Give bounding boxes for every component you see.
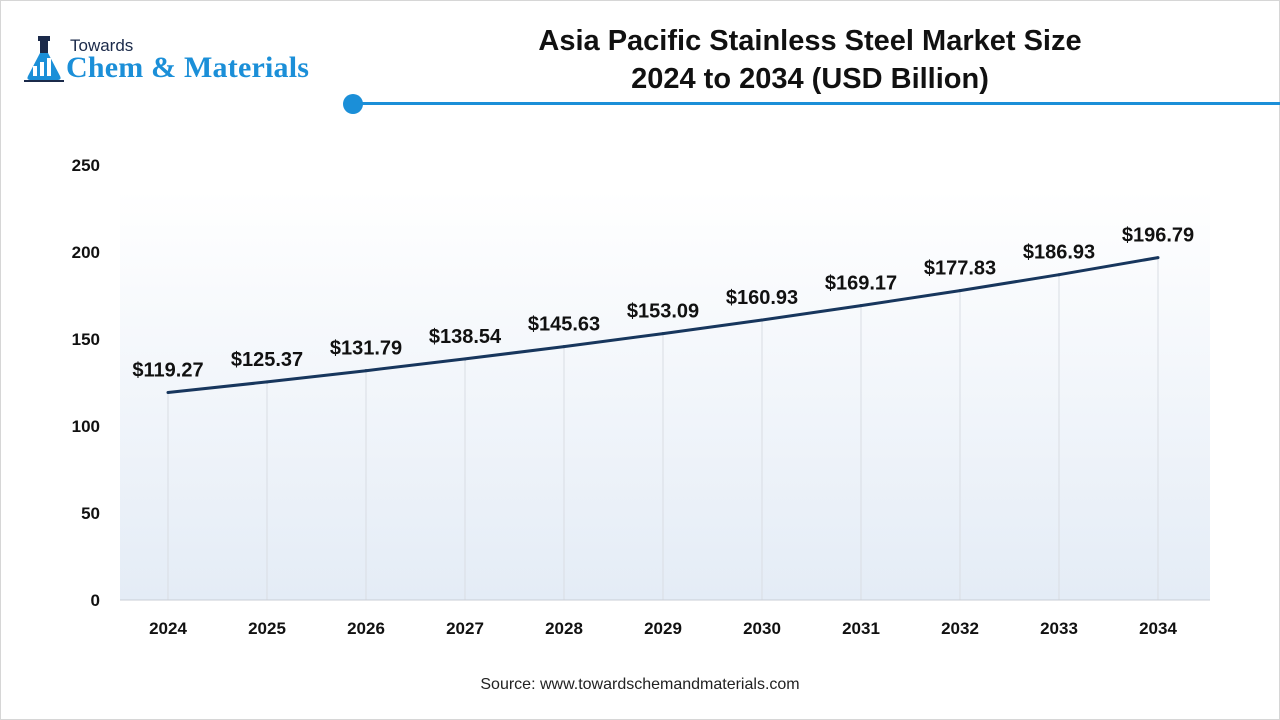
x-tick-label: 2027 xyxy=(446,619,484,638)
data-label: $186.93 xyxy=(1023,242,1095,264)
data-point xyxy=(760,318,764,322)
x-tick-label: 2034 xyxy=(1139,619,1177,638)
data-label: $160.93 xyxy=(726,287,798,309)
x-tick-label: 2024 xyxy=(149,619,187,638)
x-tick-label: 2029 xyxy=(644,619,682,638)
data-label: $169.17 xyxy=(825,273,897,295)
data-label: $196.79 xyxy=(1122,225,1194,247)
data-label: $125.37 xyxy=(231,349,303,371)
data-label: $177.83 xyxy=(924,258,996,280)
data-point xyxy=(166,390,170,394)
data-labels: $119.27 $125.37 $131.79 $138.54 $145.63 $153.… xyxy=(132,225,1194,382)
data-label: $119.27 xyxy=(132,359,203,381)
x-axis-ticks: 2024 2025 2026 2027 2028 2029 2030 2031 2032 2033… xyxy=(149,619,1177,638)
x-tick-label: 2031 xyxy=(842,619,880,638)
data-point xyxy=(265,380,269,384)
y-tick-label: 50 xyxy=(81,504,100,523)
y-axis-ticks: 0 50 100 150 200 250 xyxy=(72,156,100,610)
chart-title-line2: 2024 to 2034 (USD Billion) xyxy=(631,63,989,95)
title-rule-dot xyxy=(343,94,363,114)
x-tick-label: 2032 xyxy=(941,619,979,638)
x-tick-label: 2025 xyxy=(248,619,286,638)
x-tick-label: 2030 xyxy=(743,619,781,638)
brand-logo: Towards Chem & Materials xyxy=(22,34,342,90)
plot-background xyxy=(120,190,1210,600)
data-point xyxy=(1057,273,1061,277)
source-note: Source: www.towardschemandmaterials.com xyxy=(480,676,800,693)
y-tick-label: 250 xyxy=(72,156,100,175)
data-point xyxy=(958,289,962,293)
title-rule xyxy=(360,102,1280,105)
data-point xyxy=(562,345,566,349)
data-point xyxy=(859,304,863,308)
y-tick-label: 200 xyxy=(72,243,100,262)
grid-lines xyxy=(120,257,1210,601)
data-label: $153.09 xyxy=(627,301,699,323)
y-tick-label: 150 xyxy=(72,330,100,349)
data-points xyxy=(166,256,1160,394)
brand-line1: Towards xyxy=(70,36,134,55)
x-tick-label: 2026 xyxy=(347,619,385,638)
y-tick-label: 0 xyxy=(91,591,100,610)
flask-icon xyxy=(24,36,64,82)
data-point xyxy=(1156,256,1160,260)
data-point xyxy=(661,332,665,336)
data-label: $131.79 xyxy=(330,338,402,360)
x-tick-label: 2033 xyxy=(1040,619,1078,638)
x-tick-label: 2028 xyxy=(545,619,583,638)
chart-title: Asia Pacific Stainless Steel Market Size… xyxy=(440,22,1180,98)
data-label: $138.54 xyxy=(429,326,502,348)
data-point xyxy=(364,369,368,373)
data-point xyxy=(463,357,467,361)
chart-title-line1: Asia Pacific Stainless Steel Market Size xyxy=(538,25,1082,57)
data-label: $145.63 xyxy=(528,314,600,336)
y-tick-label: 100 xyxy=(72,417,100,436)
brand-line2: Chem & Materials xyxy=(66,51,310,84)
